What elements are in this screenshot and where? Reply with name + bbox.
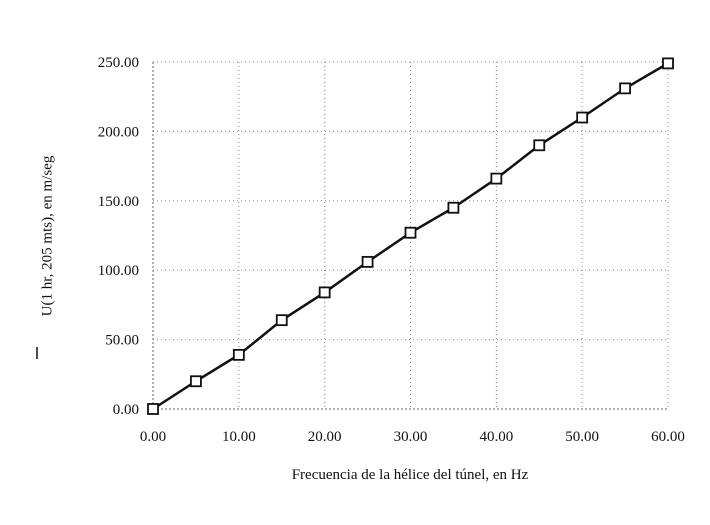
x-tick-label: 50.00 xyxy=(565,429,599,445)
marker xyxy=(490,172,503,185)
y-tick-label: 100.00 xyxy=(98,263,139,279)
x-tick-label: 60.00 xyxy=(651,429,685,445)
marker xyxy=(619,82,631,95)
x-tick-label: 20.00 xyxy=(308,429,342,445)
marker xyxy=(361,255,374,268)
marker xyxy=(318,286,331,299)
x-tick-label: 40.00 xyxy=(479,429,513,445)
x-tick-label: 30.00 xyxy=(394,429,428,445)
y-axis-label: U(1 hr, 205 mts), en m/seg xyxy=(39,155,55,316)
x-tick-label: 10.00 xyxy=(222,429,256,445)
y-tick-label: 250.00 xyxy=(98,55,139,71)
marker xyxy=(533,139,546,152)
marker xyxy=(662,57,674,70)
marker xyxy=(275,314,288,327)
marker xyxy=(404,226,417,239)
marker xyxy=(147,403,159,415)
y-tick-label: 150.00 xyxy=(98,194,139,210)
marker xyxy=(447,201,460,214)
y-tick-label: 50.00 xyxy=(105,333,139,349)
y-tick-label: 200.00 xyxy=(98,124,139,140)
marker xyxy=(576,111,589,124)
y-tick-label: 0.00 xyxy=(113,402,139,418)
y-axis-label-group: U(1 hr, 205 mts), en m/seg xyxy=(36,155,55,359)
marker xyxy=(190,375,202,388)
marker xyxy=(232,348,245,361)
x-axis-label: Frecuencia de la hélice del túnel, en Hz xyxy=(292,467,529,483)
x-tick-label: 0.00 xyxy=(140,429,166,445)
